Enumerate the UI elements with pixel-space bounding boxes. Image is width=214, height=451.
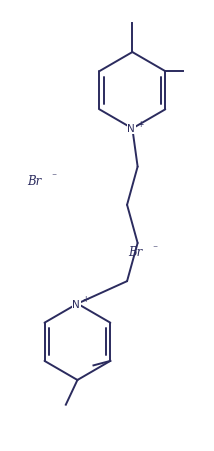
Text: Br: Br [27, 174, 41, 187]
Text: N: N [73, 299, 80, 309]
Text: +: + [82, 294, 89, 303]
Text: ⁻: ⁻ [51, 172, 56, 182]
Text: N: N [127, 124, 135, 134]
Text: ⁻: ⁻ [152, 244, 158, 254]
Text: Br: Br [128, 246, 142, 259]
Text: +: + [137, 119, 144, 128]
